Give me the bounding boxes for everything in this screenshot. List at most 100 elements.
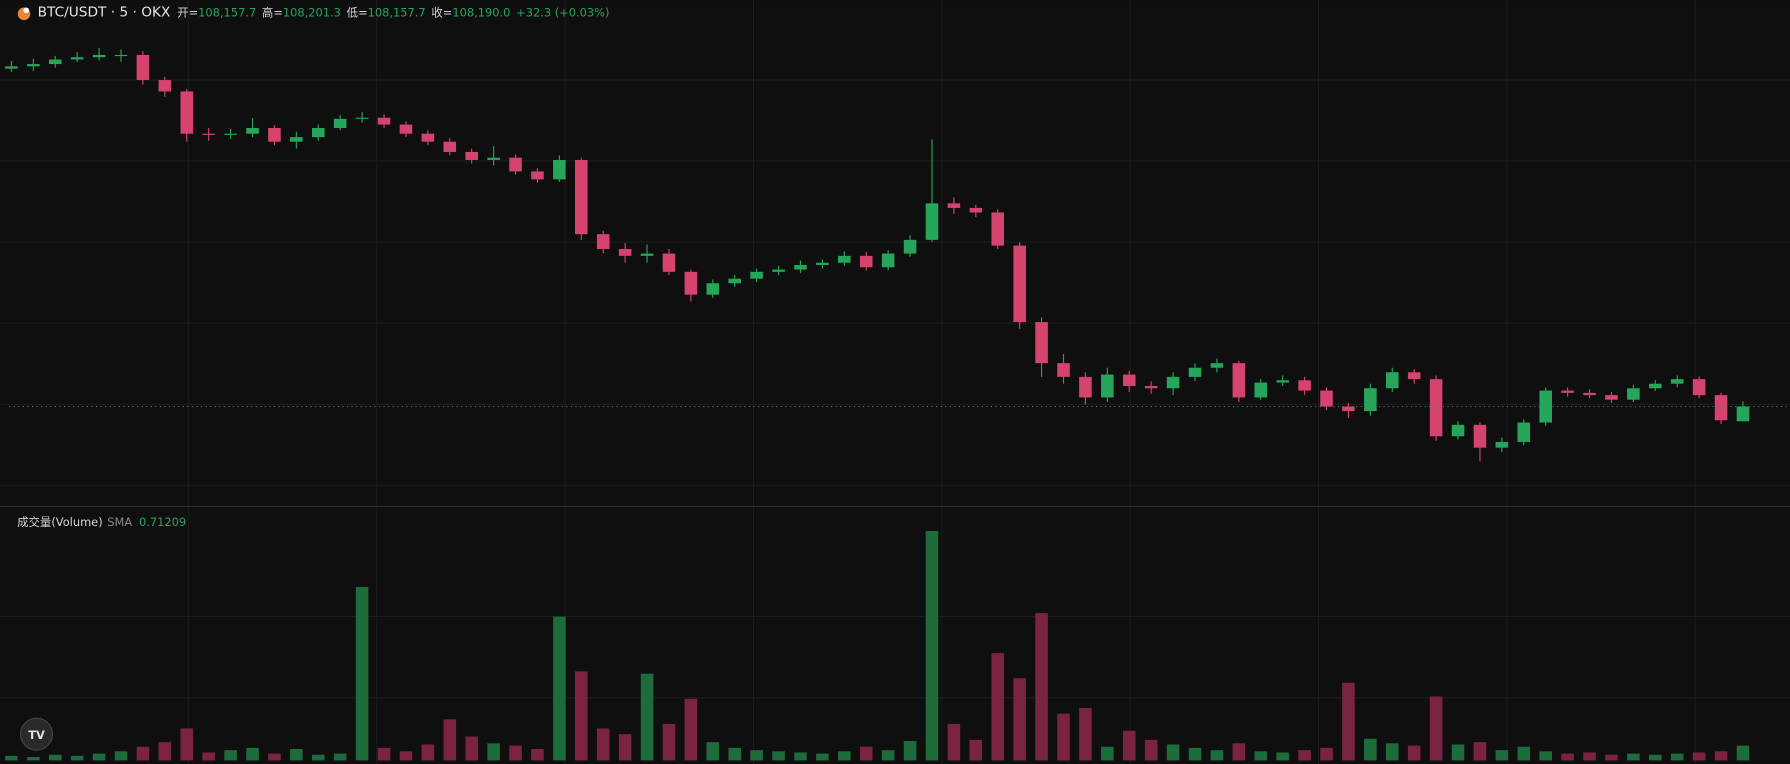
- volume-bar: [1188, 747, 1202, 761]
- candle-body: [596, 234, 610, 250]
- candle-body: [1188, 367, 1202, 377]
- volume-bar: [1605, 754, 1618, 761]
- candle-body: [1670, 379, 1684, 384]
- candle-body: [202, 133, 215, 135]
- header-legend: BTC/USDT · 5 · OKX 开=108,157.7 高=108,201.3…: [38, 5, 610, 21]
- candle-body: [1517, 422, 1531, 442]
- candle-body: [1385, 372, 1399, 389]
- volume-bar: [1649, 754, 1662, 761]
- candle-body: [1451, 424, 1465, 437]
- candle-body: [881, 253, 895, 268]
- volume-bar: [1736, 745, 1750, 761]
- volume-bar: [246, 747, 259, 761]
- candle-body: [1166, 376, 1180, 389]
- candle-body: [421, 133, 435, 142]
- candle-body: [1254, 382, 1268, 398]
- candle-body: [1407, 372, 1421, 380]
- candle-body: [859, 255, 873, 268]
- candle-body: [772, 269, 785, 272]
- candle-body: [925, 203, 939, 240]
- volume-bar: [1101, 746, 1114, 761]
- volume-bar: [136, 746, 150, 761]
- candle-body: [1035, 322, 1048, 364]
- candle-body: [399, 124, 413, 134]
- candle-body: [816, 262, 829, 265]
- candle-body: [70, 57, 84, 60]
- candle-body: [333, 118, 347, 128]
- volume-bar: [1232, 743, 1246, 761]
- candle-body: [1057, 363, 1070, 377]
- volume-bar: [1364, 738, 1377, 761]
- ohlc-value: 108,157.7: [368, 5, 426, 19]
- volume-bar: [969, 739, 983, 761]
- change-value: +32.3 (+0.03%): [516, 5, 609, 19]
- candle-body: [1473, 424, 1487, 448]
- candle-body: [114, 54, 128, 57]
- candle-body: [1342, 406, 1355, 412]
- candle-body: [465, 151, 478, 160]
- volume-bar: [662, 723, 676, 761]
- candle-body: [158, 80, 172, 92]
- volume-bar: [311, 754, 325, 761]
- volume-bar: [1342, 682, 1355, 761]
- candle-body: [1495, 441, 1509, 448]
- candle-body: [290, 137, 303, 142]
- volume-bar: [421, 744, 435, 761]
- volume-bar: [377, 747, 391, 761]
- volume-bar: [750, 750, 763, 761]
- ohlc-name: 开=: [177, 5, 198, 19]
- volume-bar: [1166, 744, 1180, 761]
- volume-bar: [92, 753, 106, 761]
- volume-bar: [553, 616, 566, 761]
- volume-bar: [618, 734, 632, 761]
- volume-bar: [5, 755, 18, 761]
- candle-body: [180, 91, 194, 134]
- candle-body: [27, 64, 40, 67]
- volume-legend: 成交量(Volume) SMA 0.71209: [17, 514, 186, 528]
- tv-logo[interactable]: [19, 717, 54, 751]
- volume-bar: [640, 673, 654, 761]
- volume-bar: [772, 751, 785, 761]
- candle-body: [1714, 395, 1728, 421]
- volume-bar: [838, 751, 851, 761]
- volume-bar: [706, 742, 720, 761]
- volume-bar: [1517, 746, 1531, 761]
- volume-bar: [1495, 750, 1509, 761]
- volume-bar: [794, 752, 807, 761]
- volume-bar: [70, 755, 84, 761]
- volume-bar: [1451, 744, 1465, 761]
- volume-bar: [1079, 707, 1092, 761]
- volume-bar: [202, 752, 215, 761]
- volume-bar: [1144, 739, 1158, 761]
- candle-body: [662, 253, 676, 272]
- candle-body: [575, 159, 588, 235]
- candle-body: [1736, 406, 1750, 422]
- candle-body: [1364, 388, 1377, 412]
- candle-body: [377, 117, 391, 125]
- volume-bar: [399, 751, 413, 761]
- volume-bar: [925, 530, 939, 761]
- volume-bar: [991, 653, 1005, 761]
- volume-bar: [268, 753, 281, 761]
- candle-body: [1079, 376, 1092, 398]
- volume-bar: [903, 741, 917, 761]
- candle-body: [136, 54, 150, 81]
- candle-body: [947, 203, 961, 208]
- volume-bar: [1013, 678, 1026, 761]
- volume-bar: [48, 754, 62, 761]
- candle-body: [92, 54, 106, 58]
- candle-body: [443, 141, 457, 152]
- candle-body: [838, 255, 851, 263]
- candle-body: [531, 171, 544, 180]
- volume-bar: [1320, 747, 1333, 761]
- ohlc-value: 108,190.0: [452, 5, 510, 19]
- volume-bar: [290, 749, 303, 761]
- volume-bar: [1057, 713, 1070, 761]
- candle-body: [1320, 390, 1333, 407]
- volume-title: 成交量(Volume): [17, 514, 103, 528]
- ohlc-value: 108,157.7: [198, 5, 256, 19]
- volume-bar: [881, 750, 895, 761]
- candle-body: [618, 249, 632, 256]
